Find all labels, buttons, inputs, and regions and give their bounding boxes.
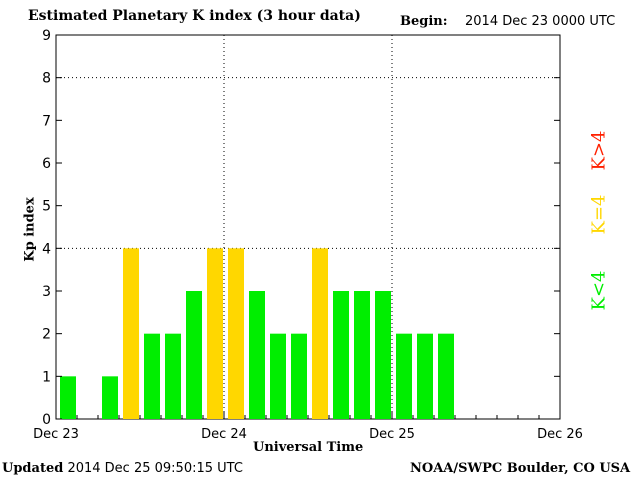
x-tick-label: Dec 24 <box>201 427 247 442</box>
kp-bar <box>60 376 76 419</box>
y-tick-label: 9 <box>42 28 51 44</box>
updated-timestamp: Updated 2014 Dec 25 09:50:15 UTC <box>2 461 243 476</box>
kp-bar <box>438 333 454 419</box>
kp-bar <box>249 291 265 419</box>
kp-bar <box>312 248 328 419</box>
legend-k-equal-4: K=4 <box>588 194 610 235</box>
kp-bar <box>354 291 370 419</box>
kp-bar <box>291 333 307 419</box>
kp-bar <box>417 333 433 419</box>
x-tick-label: Dec 26 <box>537 427 583 442</box>
x-tick-label: Dec 25 <box>369 427 415 442</box>
kp-bar <box>102 376 118 419</box>
legend-k-below-4: K<4 <box>588 270 610 311</box>
y-tick-label: 7 <box>42 113 51 129</box>
y-tick-label: 3 <box>42 284 51 300</box>
credit-text: NOAA/SWPC Boulder, CO USA <box>410 461 631 476</box>
updated-value: 2014 Dec 25 09:50:15 UTC <box>67 461 243 476</box>
y-tick-label: 1 <box>42 369 51 385</box>
kp-bar <box>375 291 391 419</box>
y-tick-label: 4 <box>42 241 51 257</box>
chart-title: Estimated Planetary K index (3 hour data… <box>28 8 361 24</box>
kp-bar <box>165 333 181 419</box>
x-axis-label: Universal Time <box>253 440 364 455</box>
x-tick-label: Dec 23 <box>33 427 79 442</box>
kp-bar <box>396 333 412 419</box>
kp-bar <box>270 333 286 419</box>
kp-bar <box>333 291 349 419</box>
kp-bar <box>207 248 223 419</box>
y-tick-label: 5 <box>42 199 51 215</box>
legend-k-above-4: K>4 <box>588 130 610 171</box>
y-tick-label: 0 <box>42 412 51 428</box>
y-tick-label: 8 <box>42 71 51 87</box>
kp-bar <box>144 333 160 419</box>
kp-bar <box>123 248 139 419</box>
begin-value: 2014 Dec 23 0000 UTC <box>465 14 616 29</box>
kp-bar <box>228 248 244 419</box>
y-tick-label: 2 <box>42 327 51 343</box>
y-axis-label: Kp index <box>22 197 38 262</box>
y-tick-label: 6 <box>42 156 51 172</box>
kp-bar <box>186 291 202 419</box>
begin-label: Begin: <box>400 14 448 29</box>
updated-label: Updated <box>2 461 64 476</box>
